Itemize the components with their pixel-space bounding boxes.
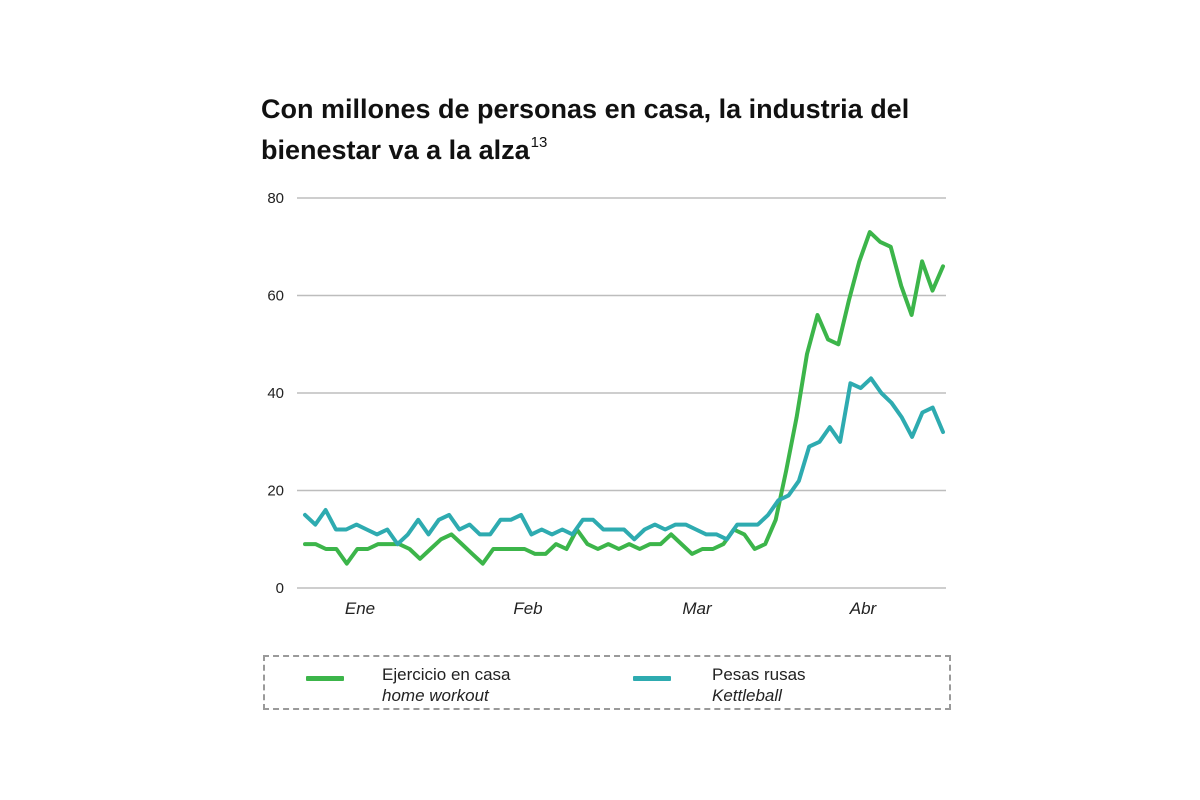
legend-name-pesas: Pesas rusas: [712, 665, 806, 684]
y-axis-ticks: 0 20 40 60 80: [267, 190, 284, 597]
legend-sub-pesas: Kettleball: [712, 686, 782, 705]
chart-title: Con millones de personas en casa, la ind…: [261, 92, 961, 167]
y-tick-label: 20: [267, 483, 284, 500]
legend-sub-ejercicio: home workout: [382, 686, 489, 705]
legend: Ejercicio en casa home workout Pesas rus…: [263, 655, 951, 710]
y-tick-label: 80: [267, 190, 284, 207]
y-tick-label: 40: [267, 385, 284, 402]
legend-name-ejercicio: Ejercicio en casa: [382, 665, 511, 684]
x-tick-label: Feb: [513, 599, 542, 618]
x-tick-label: Mar: [682, 599, 713, 618]
legend-swatch-ejercicio: [306, 676, 344, 681]
legend-label-ejercicio: Ejercicio en casa home workout: [382, 664, 511, 706]
x-axis-ticks: Ene Feb Mar Abr: [345, 599, 878, 618]
chart-title-text: Con millones de personas en casa, la ind…: [261, 94, 910, 165]
y-tick-label: 0: [276, 580, 284, 597]
series-line-pesas: [303, 376, 945, 547]
x-tick-label: Ene: [345, 599, 375, 618]
gridlines: [297, 197, 946, 589]
series-lines: [303, 230, 945, 566]
series-line-ejercicio: [303, 230, 945, 566]
legend-label-pesas: Pesas rusas Kettleball: [712, 664, 806, 706]
x-tick-label: Abr: [849, 599, 878, 618]
title-footnote: 13: [530, 134, 548, 151]
y-tick-label: 60: [267, 288, 284, 305]
legend-swatch-pesas: [633, 676, 671, 681]
